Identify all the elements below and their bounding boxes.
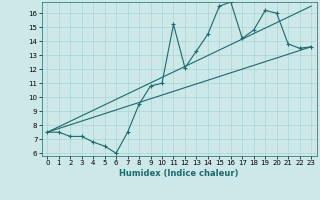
X-axis label: Humidex (Indice chaleur): Humidex (Indice chaleur) (119, 169, 239, 178)
